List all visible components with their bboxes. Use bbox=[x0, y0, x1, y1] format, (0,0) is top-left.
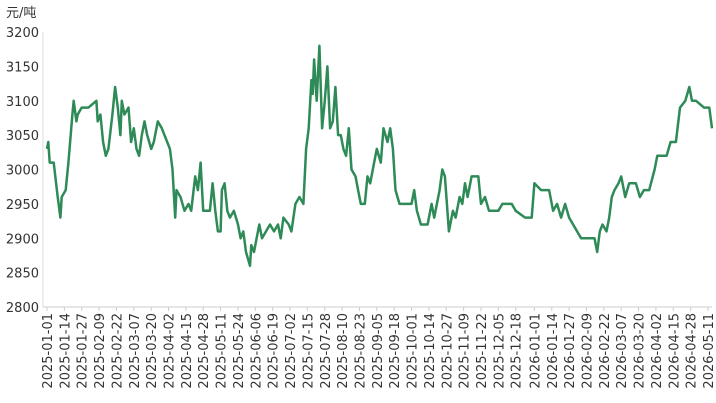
x-tick-label: 2025-07-02 bbox=[284, 313, 299, 389]
x-tick-label: 2025-04-02 bbox=[163, 313, 178, 389]
x-tick-label: 2026-01-14 bbox=[546, 313, 561, 389]
x-tick-label: 2025-12-18 bbox=[510, 313, 525, 389]
x-tick-label: 2025-10-01 bbox=[406, 313, 421, 389]
x-tick-label: 2025-07-15 bbox=[301, 313, 316, 389]
x-tick-label: 2026-02-22 bbox=[598, 313, 613, 389]
x-tick-label: 2026-01-27 bbox=[563, 313, 578, 389]
x-tick-label: 2026-03-20 bbox=[633, 313, 648, 389]
x-tick-label: 2026-03-07 bbox=[615, 313, 630, 389]
y-tick-label: 3100 bbox=[6, 95, 39, 110]
y-axis-label: 元/吨 bbox=[6, 6, 36, 21]
x-tick-label: 2026-01-01 bbox=[528, 313, 543, 389]
line bbox=[45, 44, 714, 268]
x-tick-label: 2025-01-01 bbox=[41, 313, 56, 389]
y-tick-label: 3200 bbox=[6, 26, 39, 41]
x-tick-label: 2025-06-19 bbox=[267, 313, 282, 389]
y-tick-label: 2950 bbox=[6, 198, 39, 213]
x-tick-label: 2025-09-05 bbox=[371, 313, 386, 389]
y-tick-label: 3050 bbox=[6, 129, 39, 144]
x-tick-label: 2026-04-15 bbox=[667, 313, 682, 389]
x-tick-label: 2025-06-06 bbox=[249, 313, 264, 389]
x-tick-label: 2026-04-28 bbox=[685, 313, 700, 389]
y-tick-label: 2850 bbox=[6, 267, 39, 282]
x-tick-label: 2025-04-15 bbox=[180, 313, 195, 389]
y-tick-label: 3150 bbox=[6, 60, 39, 75]
x-tick-label: 2025-08-23 bbox=[353, 313, 368, 389]
x-tick-label: 2026-05-11 bbox=[702, 313, 716, 389]
x-tick-label: 2026-04-02 bbox=[650, 313, 665, 389]
x-tick-label: 2025-03-07 bbox=[128, 313, 143, 389]
x-tick-label: 2025-11-09 bbox=[458, 313, 473, 389]
x-tick-label: 2026-02-09 bbox=[580, 313, 595, 389]
x-tick-label: 2025-05-11 bbox=[215, 313, 230, 389]
x-tick-label: 2025-01-27 bbox=[76, 313, 91, 389]
x-tick-label: 2025-10-14 bbox=[423, 313, 438, 389]
x-tick-label: 2025-02-09 bbox=[93, 313, 108, 389]
x-tick-label: 2025-09-18 bbox=[388, 313, 403, 389]
x-tick-label: 2025-11-22 bbox=[475, 313, 490, 389]
x-tick-label: 2025-01-14 bbox=[58, 313, 73, 389]
x-tick-label: 2025-07-28 bbox=[319, 313, 334, 389]
y-tick-label: 2800 bbox=[6, 301, 39, 316]
x-tick-label: 2025-10-27 bbox=[440, 313, 455, 389]
x-tick-label: 2025-08-10 bbox=[336, 313, 351, 389]
x-tick-label: 2025-05-24 bbox=[232, 313, 247, 389]
x-tick-label: 2025-02-22 bbox=[110, 313, 125, 389]
y-tick-label: 3000 bbox=[6, 164, 39, 179]
y-tick-label: 2900 bbox=[6, 232, 39, 247]
x-tick-label: 2025-03-20 bbox=[145, 313, 160, 389]
x-tick-label: 2025-04-28 bbox=[197, 313, 212, 389]
x-tick-label: 2025-12-05 bbox=[492, 313, 507, 389]
